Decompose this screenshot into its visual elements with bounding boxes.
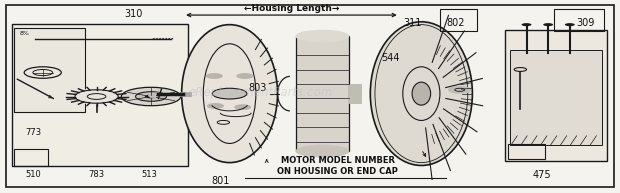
Circle shape [122,87,180,106]
Bar [348,84,361,103]
Bar [505,30,607,161]
Circle shape [145,95,157,98]
Text: 310: 310 [125,9,143,19]
Bar [14,149,48,166]
Circle shape [71,88,123,105]
Bar [554,9,604,31]
Circle shape [207,103,223,108]
Text: 803: 803 [248,83,267,93]
Text: eReplacementParts.com: eReplacementParts.com [188,86,333,99]
Ellipse shape [412,82,431,105]
Text: ON HOUSING OR END CAP: ON HOUSING OR END CAP [277,167,398,176]
Bar [296,36,348,151]
Ellipse shape [296,145,348,157]
Bar [296,36,348,151]
Circle shape [96,38,104,40]
Text: ←Housing Length→: ←Housing Length→ [244,4,339,13]
Bar [180,92,191,96]
Circle shape [212,88,247,99]
Text: 510: 510 [25,170,41,179]
Circle shape [521,23,531,26]
Text: 801: 801 [211,176,229,186]
Bar [510,50,602,145]
Bar [14,28,86,112]
Text: 544: 544 [381,53,400,63]
Circle shape [543,23,553,26]
Bar [12,24,188,166]
Circle shape [136,92,167,101]
Text: 513: 513 [141,170,157,179]
Text: 309: 309 [576,18,595,28]
Text: 8%: 8% [19,31,29,36]
Text: 311: 311 [403,18,421,28]
Circle shape [149,93,166,98]
Text: MOTOR MODEL NUMBER: MOTOR MODEL NUMBER [281,156,395,164]
Circle shape [234,105,250,110]
Text: 802: 802 [446,18,464,28]
Circle shape [29,37,44,41]
Text: 783: 783 [89,170,105,179]
Ellipse shape [182,25,278,163]
Circle shape [237,74,253,79]
Text: 475: 475 [533,170,551,180]
Bar [440,9,477,31]
Circle shape [206,74,223,79]
Ellipse shape [296,30,348,42]
Circle shape [448,86,471,93]
Circle shape [565,23,575,26]
Ellipse shape [370,22,472,165]
Text: 773: 773 [25,128,41,137]
Bar [508,144,545,159]
